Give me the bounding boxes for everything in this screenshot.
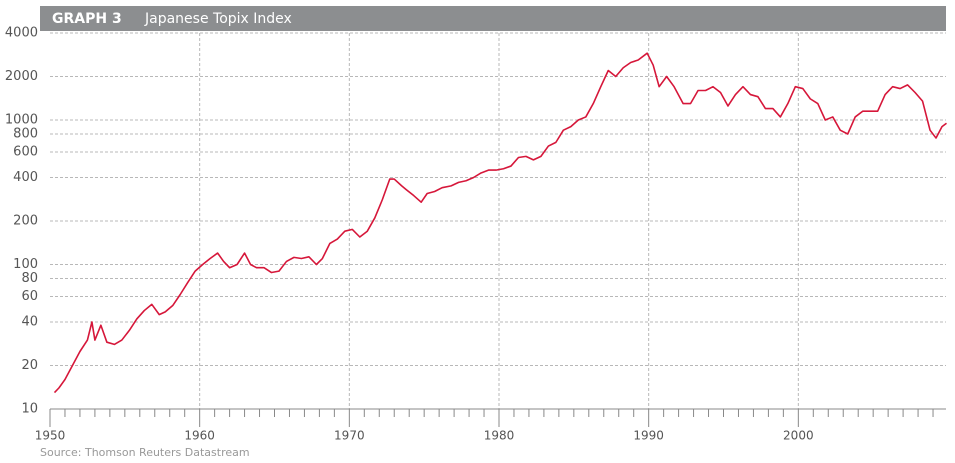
y-tick-label: 800 [13, 127, 38, 142]
y-tick-label: 400 [13, 170, 38, 185]
y-tick-label: 40 [21, 315, 38, 330]
y-tick-label: 1000 [5, 112, 38, 127]
y-tick-label: 20 [21, 358, 38, 373]
y-tick-label: 2000 [5, 69, 38, 84]
line-series [53, 52, 947, 394]
x-tick-label: 1990 [633, 429, 664, 443]
y-tick-label: 60 [21, 289, 38, 304]
x-tick-label: 2000 [783, 429, 814, 443]
chart-subtitle: Japanese Topix Index [144, 11, 292, 27]
source-note: Source: Thomson Reuters Datastream [40, 446, 250, 459]
x-tick-label: 1950 [35, 429, 66, 443]
header-bar [40, 6, 946, 31]
x-tick-label: 1970 [334, 429, 365, 443]
x-tick-label: 1980 [484, 429, 515, 443]
y-tick-label: 200 [13, 214, 38, 229]
y-tick-label: 600 [13, 145, 38, 160]
chart-title: GRAPH 3 [52, 11, 122, 27]
x-tick-label: 1960 [184, 429, 215, 443]
y-tick-label: 4000 [5, 26, 38, 41]
y-tick-label: 100 [13, 257, 38, 272]
y-tick-label: 10 [21, 402, 38, 417]
y-tick-label: 80 [21, 271, 38, 286]
